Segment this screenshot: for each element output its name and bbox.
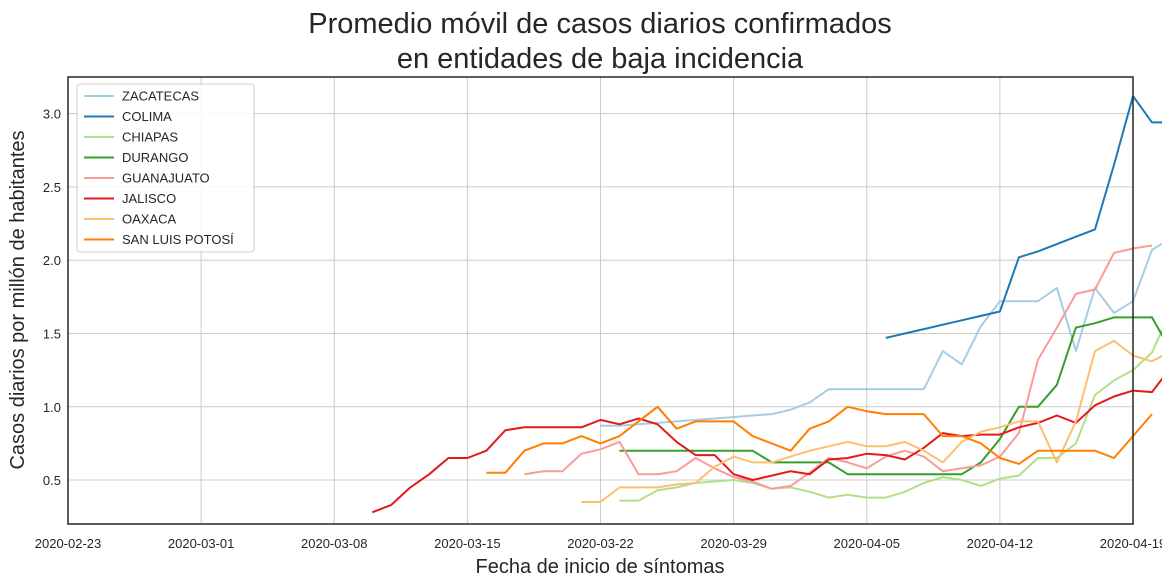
legend-label: GUANAJUATO	[122, 171, 210, 186]
series-line	[486, 405, 1153, 474]
x-tick-label: 2020-03-08	[301, 536, 368, 551]
legend-label: DURANGO	[122, 150, 188, 165]
x-tick-label: 2020-04-05	[834, 536, 901, 551]
legend-label: SAN LUIS POTOSÍ	[122, 232, 234, 247]
series-line	[619, 316, 1162, 476]
y-tick-label: 3.0	[43, 107, 61, 122]
y-ticks: 0.5 1.0 1.5 2.0 2.5 3.0	[43, 107, 61, 488]
x-axis-label: Fecha de inicio de síntomas	[475, 556, 724, 578]
series-line	[885, 95, 1162, 339]
x-tick-label: 2020-03-01	[168, 536, 235, 551]
y-tick-label: 0.5	[43, 473, 61, 488]
series-line	[371, 377, 1162, 514]
y-tick-label: 2.5	[43, 180, 61, 195]
legend-label: OAXACA	[122, 212, 177, 227]
y-tick-label: 2.0	[43, 253, 61, 268]
chart-title-line-2: en entidades de baja incidencia	[397, 43, 804, 75]
x-tick-label: 2020-03-29	[700, 536, 767, 551]
legend-label: JALISCO	[122, 191, 176, 206]
series-line	[600, 242, 1162, 427]
x-tick-label: 2020-04-19	[1100, 536, 1162, 551]
legend: ZACATECAS COLIMA CHIAPAS DURANGO GUANAJUATO J…	[76, 83, 255, 253]
x-tick-label: 2020-03-22	[567, 536, 634, 551]
y-tick-label: 1.5	[43, 326, 61, 341]
series-line	[619, 327, 1162, 502]
plot-frame	[67, 76, 1134, 525]
x-tick-label: 2020-04-12	[967, 536, 1034, 551]
legend-label: CHIAPAS	[122, 130, 178, 145]
series-line	[524, 244, 1153, 490]
x-ticks: 2020-02-23 2020-03-01 2020-03-08 2020-03-15…	[35, 536, 1162, 551]
series-lines	[371, 95, 1162, 514]
legend-label: ZACATECAS	[122, 89, 199, 104]
y-tick-label: 1.0	[43, 400, 61, 415]
x-tick-label: 2020-02-23	[35, 536, 102, 551]
series-line	[581, 339, 1162, 503]
legend-label: COLIMA	[122, 109, 172, 124]
chart-title-line-1: Promedio móvil de casos diarios confirma…	[308, 8, 891, 40]
x-tick-label: 2020-03-15	[434, 536, 501, 551]
legend-box	[76, 83, 255, 253]
y-axis-label: Casos diarios por millón de habitantes	[7, 130, 29, 469]
